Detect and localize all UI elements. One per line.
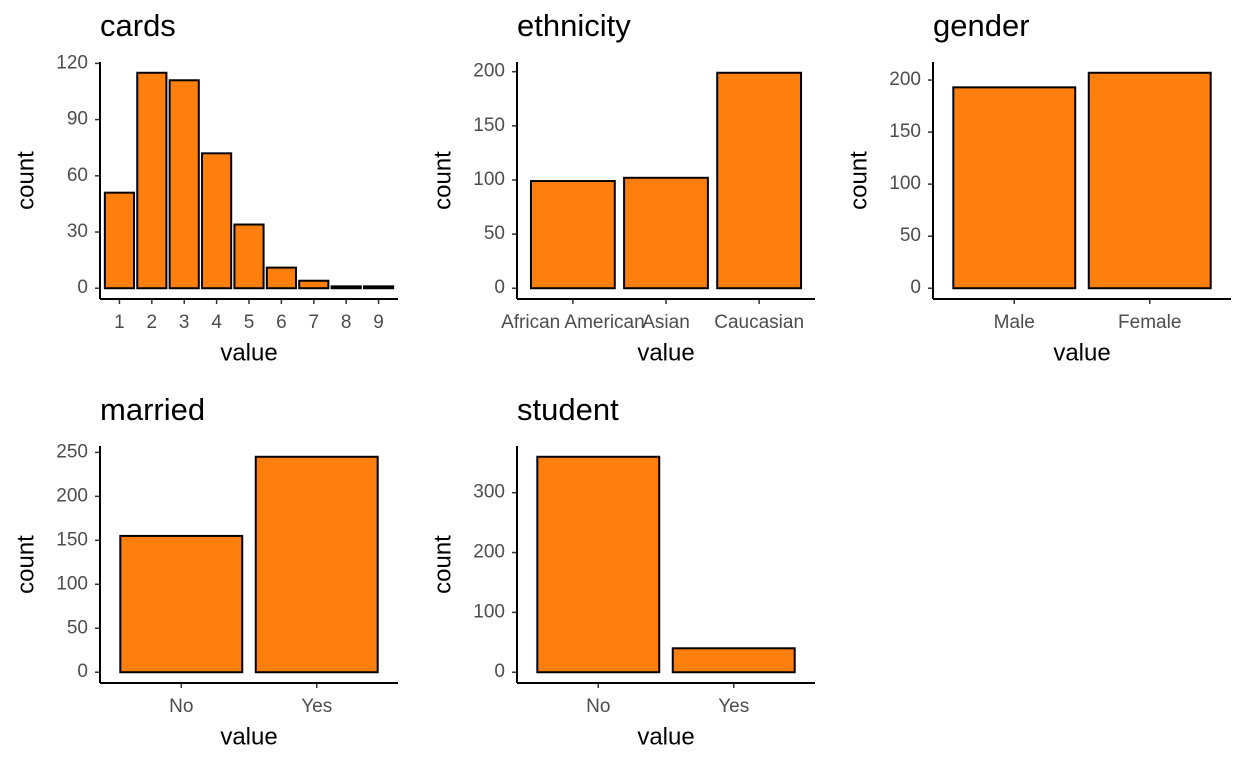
x-tick-label: Male xyxy=(994,312,1035,333)
chart-title: ethnicity xyxy=(517,8,631,43)
y-tick-label: 100 xyxy=(56,573,88,594)
y-tick-label: 0 xyxy=(494,661,505,682)
y-tick-label: 100 xyxy=(889,173,921,194)
bar xyxy=(529,180,616,290)
x-tick-label: No xyxy=(169,696,193,717)
y-tick-label: 150 xyxy=(56,529,88,550)
y-axis-label: count xyxy=(845,151,872,210)
bar xyxy=(136,71,168,290)
bar xyxy=(103,191,136,290)
x-tick-label: Caucasian xyxy=(714,312,804,333)
y-tick-label: 150 xyxy=(473,115,505,136)
y-tick-label: 200 xyxy=(473,542,505,563)
y-tick-label: 120 xyxy=(56,52,88,73)
y-tick-label: 0 xyxy=(77,661,88,682)
bar xyxy=(168,79,200,290)
x-tick-label: Yes xyxy=(718,696,749,717)
x-tick-label: 6 xyxy=(276,312,287,333)
x-tick-label: 1 xyxy=(114,312,125,333)
y-tick-label: 0 xyxy=(494,277,505,298)
y-tick-label: 50 xyxy=(484,223,505,244)
y-tick-label: 150 xyxy=(889,121,921,142)
y-axis-label: count xyxy=(12,535,39,594)
x-tick-label: 8 xyxy=(341,312,352,333)
bar xyxy=(254,455,379,674)
y-tick-label: 50 xyxy=(900,225,921,246)
bar xyxy=(952,86,1077,290)
bar xyxy=(671,647,796,674)
y-tick-label: 50 xyxy=(67,617,88,638)
y-tick-label: 300 xyxy=(473,482,505,503)
y-axis-label: count xyxy=(12,151,39,210)
x-tick-label: 4 xyxy=(211,312,222,333)
bar xyxy=(201,152,233,290)
y-tick-label: 100 xyxy=(473,601,505,622)
x-tick-label: Asian xyxy=(642,312,690,333)
y-tick-label: 0 xyxy=(77,277,88,298)
y-axis-label: count xyxy=(429,535,456,594)
x-axis-label: value xyxy=(637,339,694,366)
bar xyxy=(233,223,265,290)
bar xyxy=(623,176,709,290)
y-tick-label: 60 xyxy=(67,165,88,186)
y-tick-label: 250 xyxy=(56,441,88,462)
chart-title: married xyxy=(100,392,205,427)
bar xyxy=(1087,71,1212,290)
x-axis-label: value xyxy=(220,339,277,366)
y-tick-label: 200 xyxy=(889,69,921,90)
x-axis-label: value xyxy=(220,723,277,750)
y-tick-label: 90 xyxy=(67,109,88,130)
bar xyxy=(265,266,297,290)
chart-title: student xyxy=(517,392,619,427)
chart-title: gender xyxy=(933,8,1030,43)
x-tick-label: No xyxy=(586,696,610,717)
y-tick-label: 30 xyxy=(67,221,88,242)
x-tick-label: 9 xyxy=(373,312,384,333)
y-axis-label: count xyxy=(429,151,456,210)
bar xyxy=(362,285,395,290)
bar xyxy=(298,279,330,290)
bar xyxy=(119,534,244,674)
y-tick-label: 200 xyxy=(56,485,88,506)
bar xyxy=(536,455,661,674)
x-tick-label: African American xyxy=(501,312,645,333)
x-tick-label: Female xyxy=(1118,312,1181,333)
chart-title: cards xyxy=(100,8,176,43)
x-axis-label: value xyxy=(637,723,694,750)
x-tick-label: 7 xyxy=(308,312,319,333)
y-tick-label: 100 xyxy=(473,169,505,190)
y-tick-label: 0 xyxy=(910,277,921,298)
x-tick-label: 5 xyxy=(244,312,255,333)
x-tick-label: 2 xyxy=(147,312,158,333)
x-tick-label: Yes xyxy=(301,696,332,717)
bar xyxy=(330,285,362,290)
x-tick-label: 3 xyxy=(179,312,190,333)
y-tick-label: 200 xyxy=(473,61,505,82)
x-axis-label: value xyxy=(1053,339,1110,366)
bar xyxy=(716,71,803,290)
